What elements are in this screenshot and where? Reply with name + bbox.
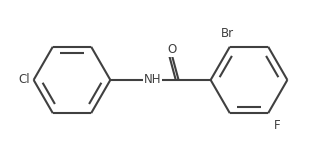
Text: F: F — [274, 119, 281, 132]
Text: NH: NH — [144, 73, 161, 86]
Text: O: O — [167, 43, 177, 56]
Text: Br: Br — [221, 27, 234, 40]
Text: Cl: Cl — [18, 73, 30, 86]
